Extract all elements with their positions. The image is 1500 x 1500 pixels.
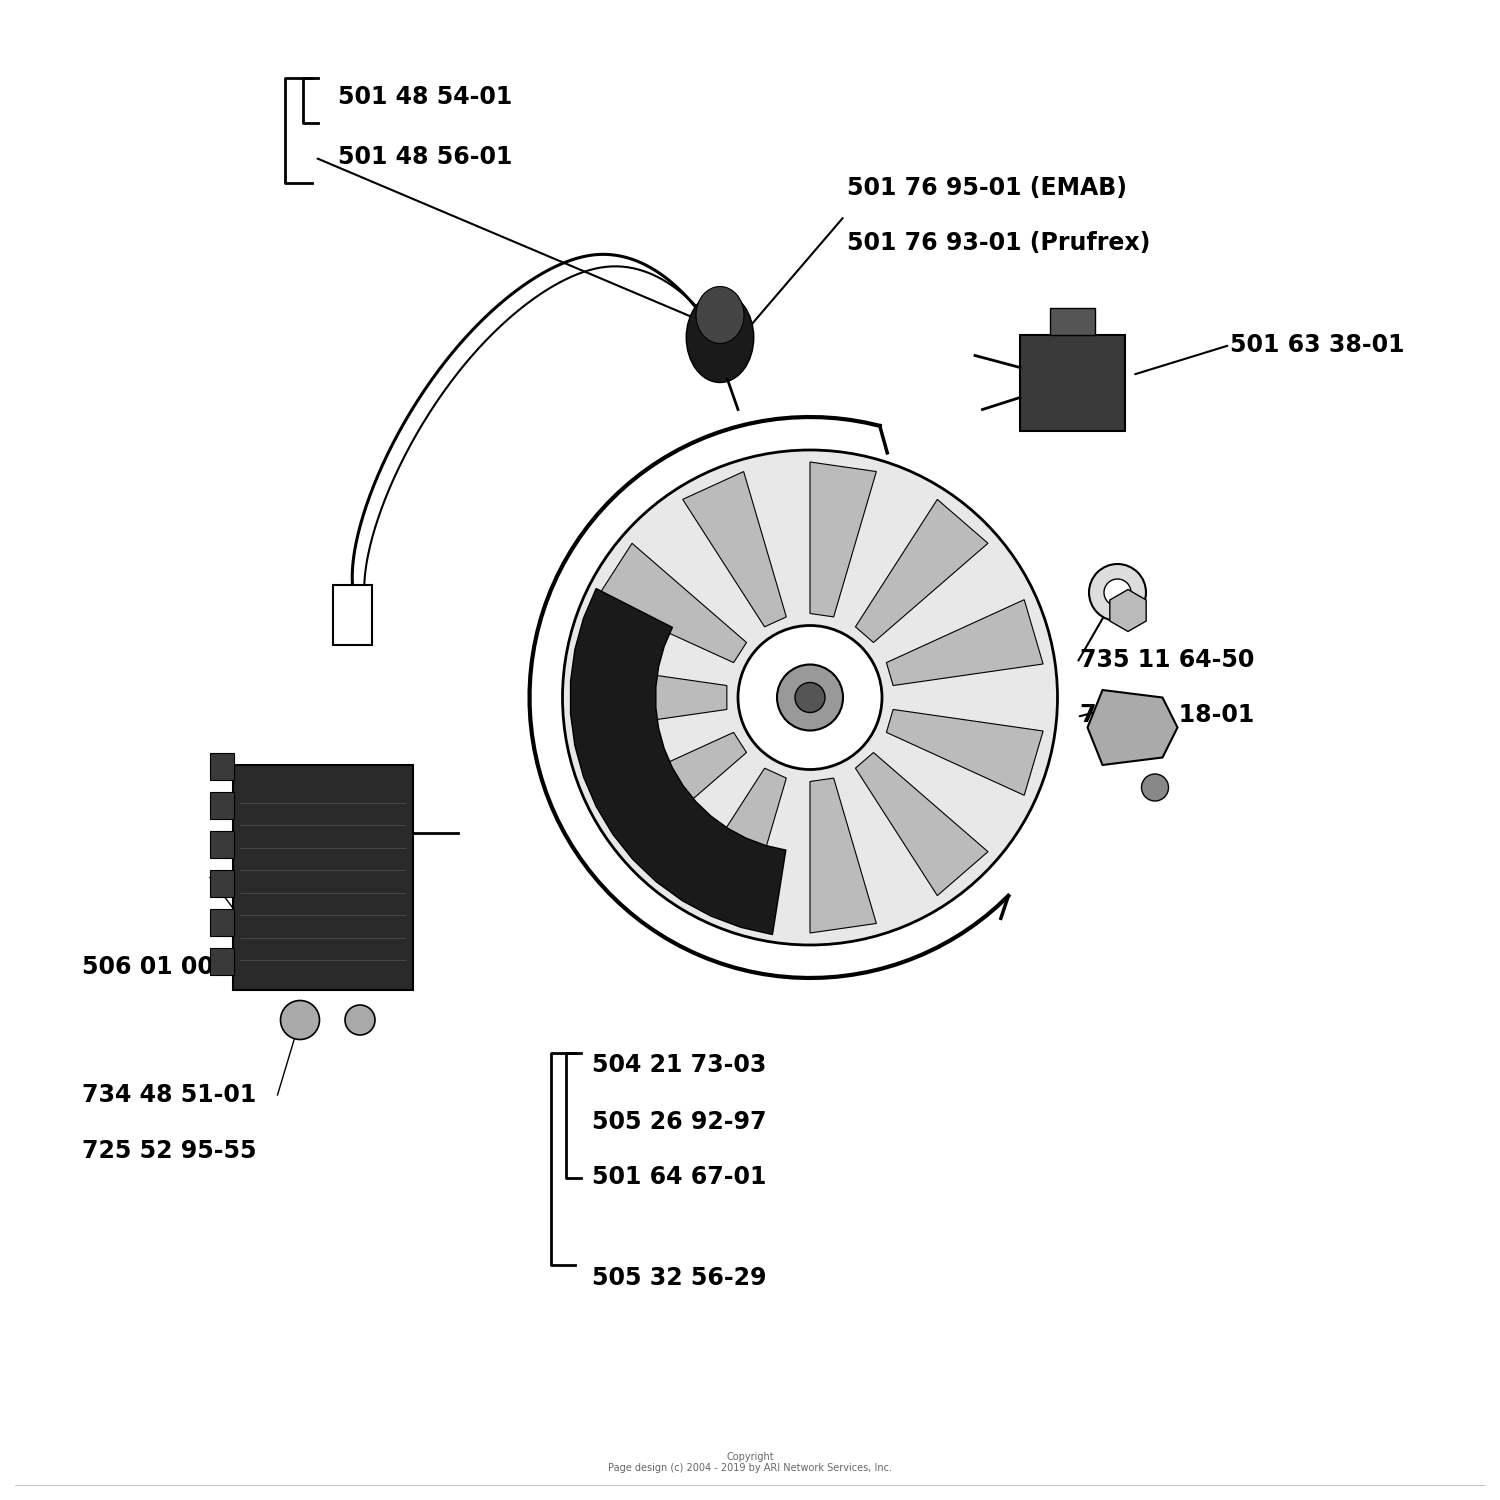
- Text: 501 64 67-01: 501 64 67-01: [592, 1166, 766, 1190]
- Text: 506 01 00-01: 506 01 00-01: [82, 956, 256, 980]
- Polygon shape: [855, 753, 988, 896]
- Polygon shape: [570, 588, 786, 934]
- Bar: [210, 831, 234, 858]
- Polygon shape: [596, 732, 747, 852]
- Text: 731 23 18-01: 731 23 18-01: [1080, 704, 1254, 728]
- Text: 501 76 93-01 (Prufrex): 501 76 93-01 (Prufrex): [847, 231, 1150, 255]
- Text: ARIparts.com: ARIparts.com: [675, 710, 825, 730]
- Text: 734 48 51-01: 734 48 51-01: [82, 1083, 256, 1107]
- Ellipse shape: [696, 286, 744, 344]
- Text: Copyright
Page design (c) 2004 - 2019 by ARI Network Services, Inc.: Copyright Page design (c) 2004 - 2019 by…: [608, 1452, 892, 1473]
- Text: 504 21 73-03: 504 21 73-03: [592, 1053, 766, 1077]
- Polygon shape: [682, 768, 786, 924]
- Text: 501 63 38-01: 501 63 38-01: [1230, 333, 1404, 357]
- Text: 501 48 56-01: 501 48 56-01: [338, 146, 512, 170]
- Bar: [210, 948, 234, 975]
- Circle shape: [1104, 579, 1131, 606]
- Bar: [210, 753, 234, 780]
- Polygon shape: [1088, 690, 1178, 765]
- Bar: [232, 765, 412, 990]
- Bar: [210, 909, 234, 936]
- Polygon shape: [596, 543, 747, 663]
- Text: 735 11 64-50: 735 11 64-50: [1080, 648, 1254, 672]
- Polygon shape: [855, 500, 988, 642]
- Bar: [1020, 334, 1125, 430]
- Polygon shape: [886, 600, 1042, 686]
- Text: 505 26 92-97: 505 26 92-97: [592, 1110, 766, 1134]
- Circle shape: [1089, 564, 1146, 621]
- Polygon shape: [810, 778, 876, 933]
- Bar: [210, 792, 234, 819]
- Ellipse shape: [686, 292, 753, 382]
- Text: 501 76 95-01 (EMAB): 501 76 95-01 (EMAB): [847, 176, 1128, 200]
- Text: 505 32 56-29: 505 32 56-29: [592, 1266, 766, 1290]
- Polygon shape: [810, 462, 876, 616]
- Bar: [210, 870, 234, 897]
- Circle shape: [777, 664, 843, 730]
- Circle shape: [280, 1000, 320, 1039]
- Circle shape: [738, 626, 882, 770]
- Polygon shape: [886, 710, 1042, 795]
- Polygon shape: [682, 471, 786, 627]
- Circle shape: [1142, 774, 1168, 801]
- Circle shape: [795, 682, 825, 712]
- Circle shape: [562, 450, 1058, 945]
- Circle shape: [345, 1005, 375, 1035]
- Bar: [333, 585, 372, 645]
- Text: 725 52 95-55: 725 52 95-55: [82, 1138, 256, 1162]
- Text: 501 48 54-01: 501 48 54-01: [338, 86, 512, 109]
- Polygon shape: [578, 664, 728, 730]
- Bar: [1050, 308, 1095, 334]
